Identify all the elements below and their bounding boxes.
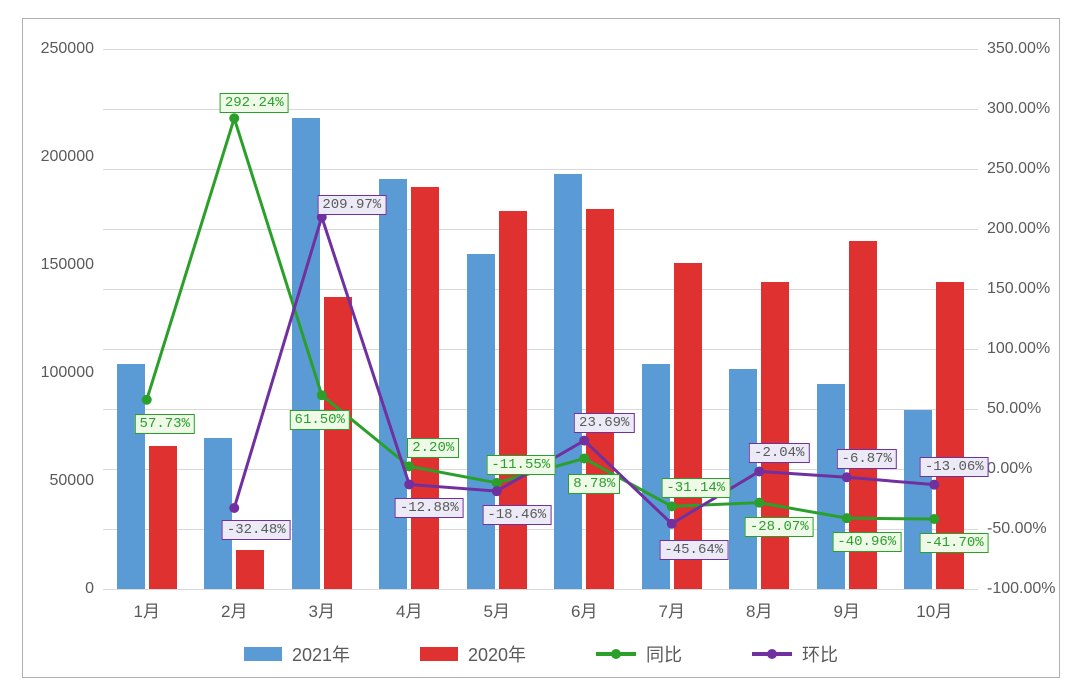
data-label-tongbi: -11.55%: [486, 455, 555, 475]
legend-item-2020: 2020年: [420, 641, 526, 667]
data-label-tongbi: -40.96%: [832, 532, 901, 552]
x-tick-label: 7月: [642, 597, 702, 622]
data-label-huanbi: -45.64%: [659, 540, 728, 560]
chart-panel: -100.00%-50.00%0.00%50.00%100.00%150.00%…: [22, 18, 1060, 678]
x-tick-label: 5月: [467, 597, 527, 622]
x-tick-label: 8月: [729, 597, 789, 622]
y-left-tick-label: 250000: [24, 40, 94, 58]
data-label-huanbi: -12.88%: [395, 498, 464, 518]
y-right-tick-label: 350.00%: [987, 40, 1080, 58]
legend-item-huanbi: 环比: [752, 641, 838, 667]
legend: 2021年 2020年 同比 环比: [23, 641, 1059, 667]
legend-swatch-huanbi: [752, 652, 792, 656]
x-tick-label: 3月: [292, 597, 352, 622]
x-tick-label: 6月: [554, 597, 614, 622]
data-label-tongbi: -41.70%: [920, 533, 989, 553]
data-label-tongbi: 61.50%: [290, 410, 350, 430]
line-marker: [929, 480, 939, 490]
line-marker: [754, 466, 764, 476]
y-right-tick-label: 0.00%: [987, 460, 1080, 478]
y-right-tick-label: -100.00%: [987, 580, 1080, 598]
data-label-huanbi: -2.04%: [749, 443, 809, 463]
x-tick-label: 10月: [904, 597, 964, 622]
x-tick-label: 1月: [117, 597, 177, 622]
legend-label: 2020年: [468, 641, 526, 667]
line-marker: [317, 390, 327, 400]
line-marker: [142, 395, 152, 405]
data-label-huanbi: -18.46%: [482, 505, 551, 525]
y-left-tick-label: 150000: [24, 256, 94, 274]
line-marker: [404, 479, 414, 489]
x-tick-label: 2月: [204, 597, 264, 622]
legend-swatch-2021: [244, 647, 282, 661]
data-label-huanbi: 209.97%: [317, 195, 386, 215]
legend-swatch-tongbi: [596, 652, 636, 656]
data-label-tongbi: -28.07%: [745, 517, 814, 537]
plot-area: -100.00%-50.00%0.00%50.00%100.00%150.00%…: [103, 49, 978, 589]
line-marker: [754, 498, 764, 508]
legend-item-tongbi: 同比: [596, 641, 682, 667]
line-marker: [229, 113, 239, 123]
line-marker: [492, 486, 502, 496]
chart-frame: -100.00% -50.00% 0.00% 50.00% 100.00% 150.00%…: [0, 0, 1080, 692]
x-tick-label: 4月: [379, 597, 439, 622]
y-right-tick-label: 50.00%: [987, 400, 1080, 418]
legend-marker-dot: [611, 649, 621, 659]
legend-item-2021: 2021年: [244, 641, 350, 667]
line-marker: [842, 472, 852, 482]
y-left-tick-label: 0: [24, 580, 94, 598]
data-label-tongbi: 8.78%: [568, 474, 620, 494]
y-right-tick-label: 100.00%: [987, 340, 1080, 358]
data-label-huanbi: -6.87%: [837, 449, 897, 469]
data-label-huanbi: -32.48%: [222, 520, 291, 540]
line-marker: [579, 436, 589, 446]
y-right-tick-label: 200.00%: [987, 220, 1080, 238]
y-right-tick-label: -50.00%: [987, 520, 1080, 538]
line-marker: [229, 503, 239, 513]
y-left-tick-label: 50000: [24, 472, 94, 490]
line-marker: [579, 453, 589, 463]
data-label-huanbi: 23.69%: [574, 413, 634, 433]
y-right-tick-label: 250.00%: [987, 160, 1080, 178]
gridline: [103, 589, 978, 590]
x-tick-label: 9月: [817, 597, 877, 622]
data-label-tongbi: 2.20%: [407, 438, 459, 458]
data-label-tongbi: 57.73%: [135, 414, 195, 434]
y-left-tick-label: 200000: [24, 148, 94, 166]
y-right-tick-label: 150.00%: [987, 280, 1080, 298]
data-label-tongbi: -31.14%: [661, 478, 730, 498]
data-label-huanbi: -13.06%: [920, 457, 989, 477]
line-marker: [667, 519, 677, 529]
legend-marker-dot: [767, 649, 777, 659]
legend-label: 环比: [802, 641, 838, 667]
line-marker: [929, 514, 939, 524]
legend-swatch-2020: [420, 647, 458, 661]
line-marker: [667, 501, 677, 511]
data-label-tongbi: 292.24%: [220, 93, 289, 113]
y-left-tick-label: 100000: [24, 364, 94, 382]
y-right-tick-label: 300.00%: [987, 100, 1080, 118]
line-marker: [842, 513, 852, 523]
legend-label: 2021年: [292, 641, 350, 667]
legend-label: 同比: [646, 641, 682, 667]
